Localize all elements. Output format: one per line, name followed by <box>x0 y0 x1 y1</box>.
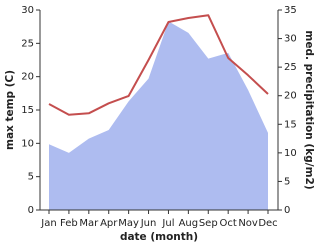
y2-tick-label: 5 <box>284 176 290 187</box>
x-tick-label: Mar <box>79 218 99 229</box>
y-tick-label: 5 <box>28 172 34 183</box>
y2-tick-label: 10 <box>284 148 297 159</box>
x-tick-label: Nov <box>238 218 258 229</box>
x-tick-label: Jul <box>161 218 174 229</box>
x-tick-label: Apr <box>100 218 118 229</box>
x-axis-title: date (month) <box>120 231 198 243</box>
y-tick-label: 25 <box>21 38 34 49</box>
y-tick-label: 20 <box>21 72 34 83</box>
y2-axis-title: med. precipitation (kg/m2) <box>303 30 315 189</box>
precipitation-area <box>49 21 268 211</box>
x-tick-label: Dec <box>258 218 277 229</box>
x-tick-label: Sep <box>199 218 218 229</box>
y-tick-label: 30 <box>21 5 34 16</box>
y-tick-label: 10 <box>21 138 34 149</box>
x-tick-label: Jun <box>140 218 157 229</box>
x-tick-label: Jan <box>40 218 56 229</box>
y2-tick-label: 0 <box>284 205 290 216</box>
y2-tick-label: 15 <box>284 119 297 130</box>
y-tick-label: 15 <box>21 105 34 116</box>
y-axis-title: max temp (C) <box>4 70 16 150</box>
y-tick-label: 0 <box>28 205 34 216</box>
y2-tick-label: 30 <box>284 34 297 45</box>
x-tick-label: Feb <box>60 218 78 229</box>
y2-tick-label: 25 <box>284 62 297 73</box>
x-tick-label: Oct <box>220 218 237 229</box>
x-tick-label: May <box>118 218 139 229</box>
y2-tick-label: 20 <box>284 91 297 102</box>
temperature-line <box>48 14 269 116</box>
y2-tick-label: 35 <box>284 5 297 16</box>
x-tick-label: Aug <box>179 218 199 229</box>
